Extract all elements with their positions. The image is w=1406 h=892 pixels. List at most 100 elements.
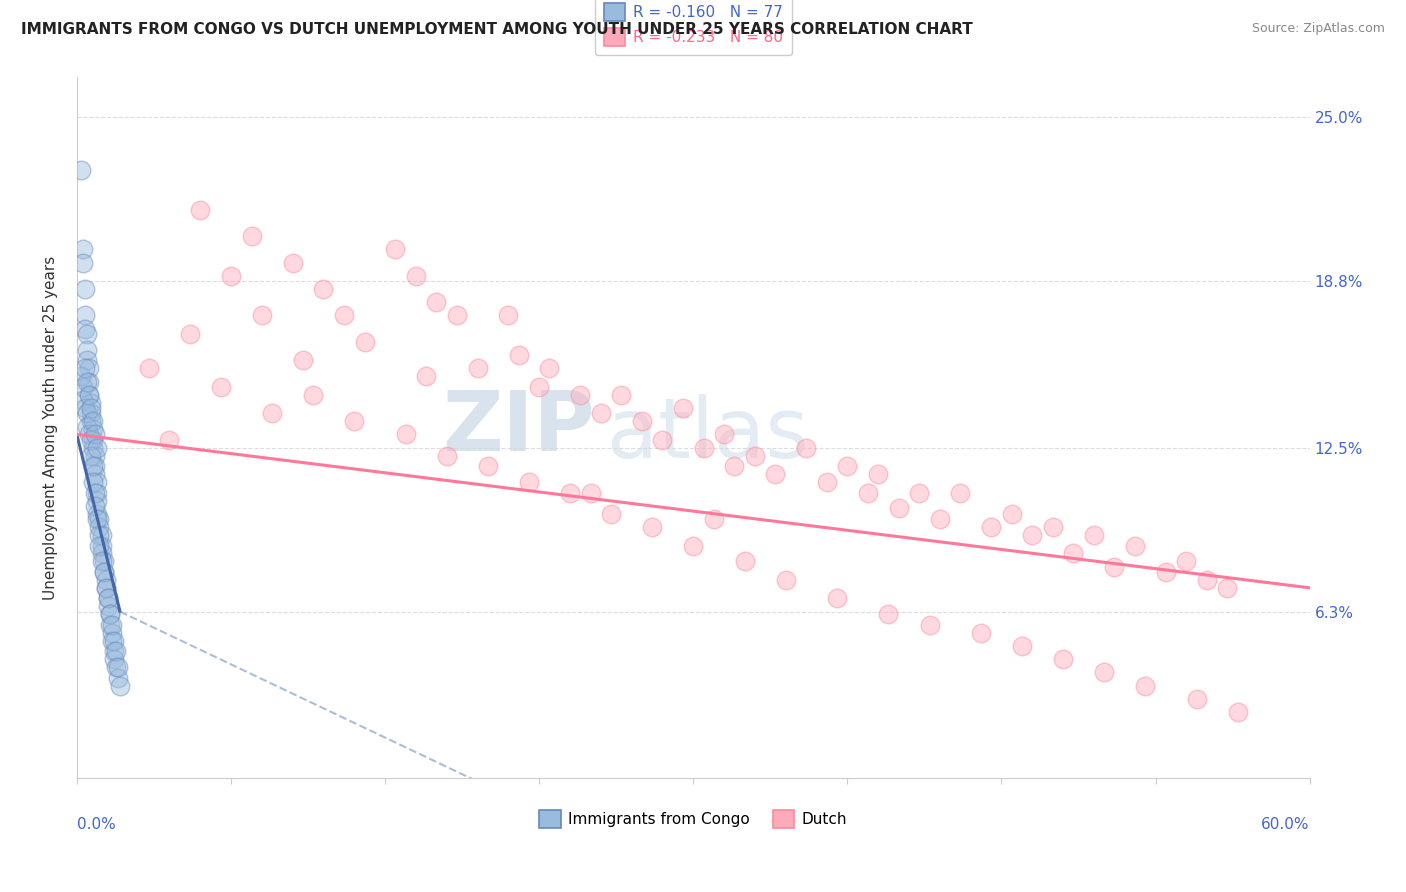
- Point: [93, 565, 115, 579]
- Point: [90, 554, 112, 568]
- Point: [527, 380, 550, 394]
- Point: [86, 475, 108, 489]
- Point: [333, 309, 356, 323]
- Point: [72, 380, 94, 394]
- Point: [887, 501, 910, 516]
- Point: [97, 591, 120, 606]
- Point: [291, 353, 314, 368]
- Point: [103, 652, 125, 666]
- Point: [579, 485, 602, 500]
- Point: [72, 255, 94, 269]
- Point: [76, 406, 98, 420]
- Point: [1226, 705, 1249, 719]
- Point: [394, 427, 416, 442]
- Point: [86, 493, 108, 508]
- Point: [610, 388, 633, 402]
- Point: [107, 671, 129, 685]
- Point: [94, 573, 117, 587]
- Point: [558, 485, 581, 500]
- Point: [682, 539, 704, 553]
- Point: [1216, 581, 1239, 595]
- Point: [103, 644, 125, 658]
- Point: [101, 617, 124, 632]
- Point: [600, 507, 623, 521]
- Point: [446, 309, 468, 323]
- Point: [1092, 665, 1115, 680]
- Point: [1042, 520, 1064, 534]
- Point: [82, 414, 104, 428]
- Point: [240, 229, 263, 244]
- Point: [86, 512, 108, 526]
- Point: [641, 520, 664, 534]
- Point: [75, 321, 97, 335]
- Point: [90, 539, 112, 553]
- Point: [188, 202, 211, 217]
- Point: [949, 485, 972, 500]
- Text: 60.0%: 60.0%: [1261, 817, 1309, 831]
- Text: atlas: atlas: [607, 394, 808, 475]
- Point: [76, 353, 98, 368]
- Point: [82, 459, 104, 474]
- Point: [631, 414, 654, 428]
- Point: [517, 475, 540, 489]
- Point: [89, 520, 111, 534]
- Point: [70, 163, 93, 178]
- Point: [84, 467, 107, 482]
- Point: [93, 565, 115, 579]
- Point: [436, 449, 458, 463]
- Point: [918, 617, 941, 632]
- Point: [104, 644, 127, 658]
- Point: [101, 633, 124, 648]
- Point: [89, 539, 111, 553]
- Point: [76, 326, 98, 341]
- Point: [651, 433, 673, 447]
- Text: ZIP: ZIP: [441, 387, 595, 468]
- Point: [84, 449, 107, 463]
- Point: [498, 309, 520, 323]
- Point: [101, 625, 124, 640]
- Point: [80, 406, 103, 420]
- Point: [775, 573, 797, 587]
- Point: [353, 334, 375, 349]
- Y-axis label: Unemployment Among Youth under 25 years: Unemployment Among Youth under 25 years: [44, 256, 58, 600]
- Point: [837, 459, 859, 474]
- Point: [343, 414, 366, 428]
- Point: [72, 393, 94, 408]
- Point: [98, 607, 121, 622]
- Point: [744, 449, 766, 463]
- Point: [86, 441, 108, 455]
- Point: [312, 282, 335, 296]
- Point: [425, 295, 447, 310]
- Point: [80, 449, 103, 463]
- Point: [80, 433, 103, 447]
- Point: [219, 268, 242, 283]
- Point: [209, 380, 232, 394]
- Point: [723, 459, 745, 474]
- Point: [90, 546, 112, 560]
- Point: [138, 361, 160, 376]
- Point: [1021, 528, 1043, 542]
- Point: [477, 459, 499, 474]
- Point: [77, 388, 100, 402]
- Point: [179, 326, 201, 341]
- Point: [877, 607, 900, 622]
- Point: [1135, 679, 1157, 693]
- Text: Source: ZipAtlas.com: Source: ZipAtlas.com: [1251, 22, 1385, 36]
- Point: [84, 499, 107, 513]
- Point: [94, 581, 117, 595]
- Point: [1052, 652, 1074, 666]
- Point: [970, 625, 993, 640]
- Point: [72, 243, 94, 257]
- Point: [1104, 559, 1126, 574]
- Point: [70, 369, 93, 384]
- Point: [75, 282, 97, 296]
- Point: [80, 414, 103, 428]
- Point: [713, 427, 735, 442]
- Point: [82, 441, 104, 455]
- Point: [94, 581, 117, 595]
- Point: [538, 361, 561, 376]
- Point: [104, 660, 127, 674]
- Point: [467, 361, 489, 376]
- Point: [405, 268, 427, 283]
- Point: [82, 433, 104, 447]
